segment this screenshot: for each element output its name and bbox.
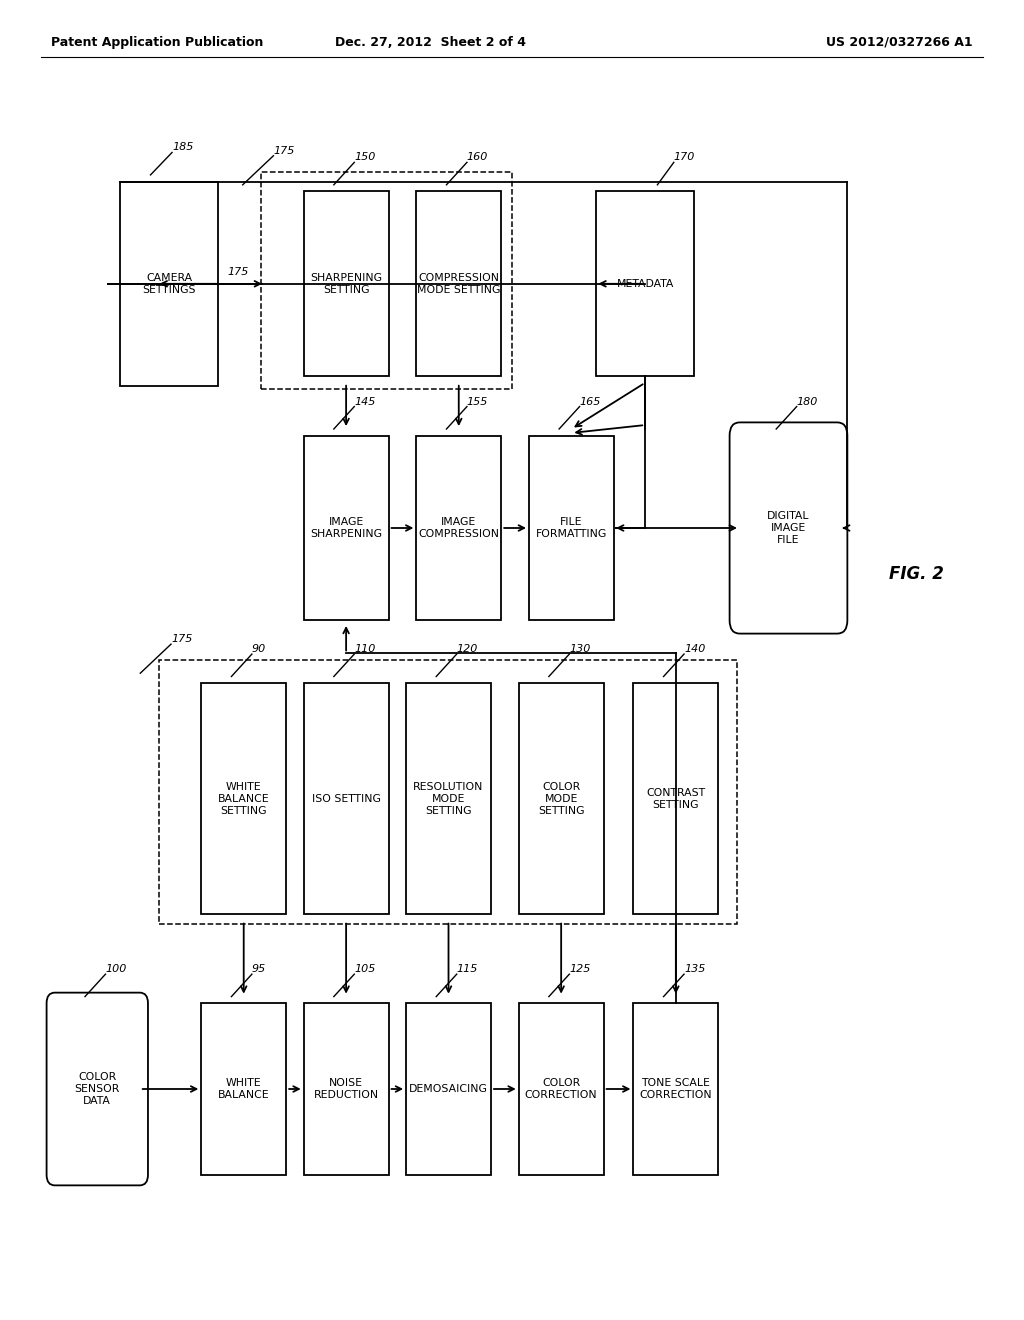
Bar [416,436,502,620]
Text: US 2012/0327266 A1: US 2012/0327266 A1 [826,36,973,49]
Text: IMAGE
SHARPENING: IMAGE SHARPENING [310,517,382,539]
Text: FILE
FORMATTING: FILE FORMATTING [536,517,607,539]
Text: 100: 100 [105,964,127,974]
Bar [596,191,694,376]
Text: 175: 175 [273,145,295,156]
Text: NOISE
REDUCTION: NOISE REDUCTION [313,1078,379,1100]
Bar [416,191,502,376]
Text: 155: 155 [467,396,488,407]
Bar [304,1003,389,1175]
Text: COLOR
CORRECTION: COLOR CORRECTION [525,1078,597,1100]
FancyBboxPatch shape [47,993,148,1185]
Text: 160: 160 [467,152,488,162]
Text: DIGITAL
IMAGE
FILE: DIGITAL IMAGE FILE [767,511,810,545]
FancyBboxPatch shape [729,422,848,634]
Text: 130: 130 [569,644,591,653]
Bar [121,181,218,385]
Text: RESOLUTION
MODE
SETTING: RESOLUTION MODE SETTING [414,781,483,816]
Text: 125: 125 [569,964,591,974]
Text: Patent Application Publication: Patent Application Publication [51,36,263,49]
Text: COLOR
SENSOR
DATA: COLOR SENSOR DATA [75,1072,120,1106]
Text: 165: 165 [580,396,601,407]
Bar [633,1003,719,1175]
Bar [201,684,286,913]
Text: Dec. 27, 2012  Sheet 2 of 4: Dec. 27, 2012 Sheet 2 of 4 [335,36,525,49]
Text: FIG. 2: FIG. 2 [889,565,944,583]
Text: 175: 175 [228,267,249,277]
Text: 150: 150 [354,152,376,162]
Text: CAMERA
SETTINGS: CAMERA SETTINGS [142,273,196,294]
Text: WHITE
BALANCE: WHITE BALANCE [218,1078,269,1100]
Text: CONTRAST
SETTING: CONTRAST SETTING [646,788,706,809]
Text: COMPRESSION
MODE SETTING: COMPRESSION MODE SETTING [417,273,501,294]
Bar [519,684,604,913]
Bar [633,684,719,913]
Bar [519,1003,604,1175]
Text: ISO SETTING: ISO SETTING [311,793,381,804]
Text: 185: 185 [172,143,194,152]
Text: IMAGE
COMPRESSION: IMAGE COMPRESSION [418,517,500,539]
Text: WHITE
BALANCE
SETTING: WHITE BALANCE SETTING [218,781,269,816]
Bar [304,436,389,620]
Text: 170: 170 [674,152,695,162]
Text: COLOR
MODE
SETTING: COLOR MODE SETTING [538,781,585,816]
Bar [261,172,512,389]
Text: 145: 145 [354,396,376,407]
Text: 110: 110 [354,644,376,653]
Bar [406,1003,492,1175]
Text: TONE SCALE
CORRECTION: TONE SCALE CORRECTION [640,1078,712,1100]
Bar [159,660,737,924]
Text: SHARPENING
SETTING: SHARPENING SETTING [310,273,382,294]
Text: 140: 140 [684,644,706,653]
Text: DEMOSAICING: DEMOSAICING [409,1084,488,1094]
Bar [304,191,389,376]
Text: 115: 115 [457,964,478,974]
Text: METADATA: METADATA [616,279,674,289]
Text: 135: 135 [684,964,706,974]
Text: 105: 105 [354,964,376,974]
Bar [529,436,614,620]
Text: 175: 175 [171,634,193,644]
Bar [304,684,389,913]
Bar [201,1003,286,1175]
Text: 90: 90 [252,644,266,653]
Text: 180: 180 [797,396,818,407]
Text: 95: 95 [252,964,266,974]
Text: 120: 120 [457,644,478,653]
Bar [406,684,492,913]
